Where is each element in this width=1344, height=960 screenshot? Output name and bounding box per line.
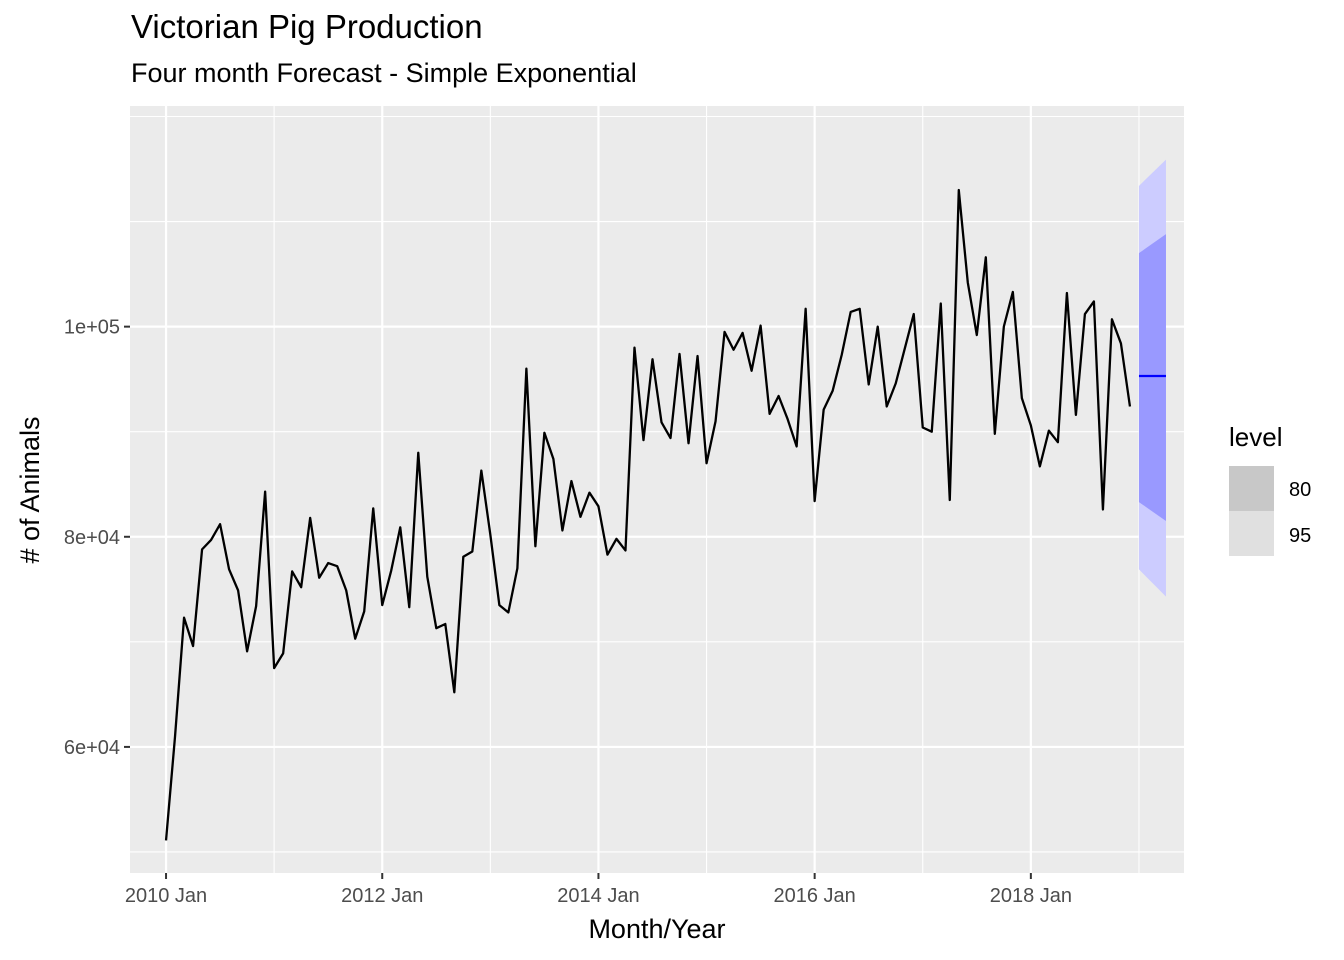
legend-key-95 [1229,511,1274,556]
legend-key-80 [1229,466,1274,511]
grid-major [130,106,1184,873]
x-axis-title: Month/Year [588,914,725,944]
chart-title: Victorian Pig Production [131,8,483,45]
y-axis: 6e+04 8e+04 1e+05 [64,317,130,759]
legend-label-80: 80 [1289,479,1311,501]
x-tick-label: 2014 Jan [557,885,639,907]
legend-label-95: 95 [1289,525,1311,547]
history-line [164,188,1132,841]
legend: level 80 95 [1229,422,1311,556]
legend-title: level [1229,422,1282,452]
y-tick-label: 6e+04 [64,737,120,759]
forecast-band-80 [1138,234,1166,522]
forecast-bands [1138,159,1166,597]
x-tick-label: 2010 Jan [125,885,207,907]
y-axis-title: # of Animals [15,416,45,563]
x-axis: 2010 Jan 2012 Jan 2014 Jan 2016 Jan 2018 Jan [125,873,1072,907]
x-tick-label: 2012 Jan [341,885,423,907]
y-tick-label: 8e+04 [64,527,120,549]
series-lines [164,188,1166,841]
x-tick-label: 2016 Jan [774,885,856,907]
y-tick-label: 1e+05 [64,317,120,339]
chart-subtitle: Four month Forecast - Simple Exponential [131,58,637,88]
plot-panel [130,106,1184,873]
x-tick-label: 2018 Jan [990,885,1072,907]
